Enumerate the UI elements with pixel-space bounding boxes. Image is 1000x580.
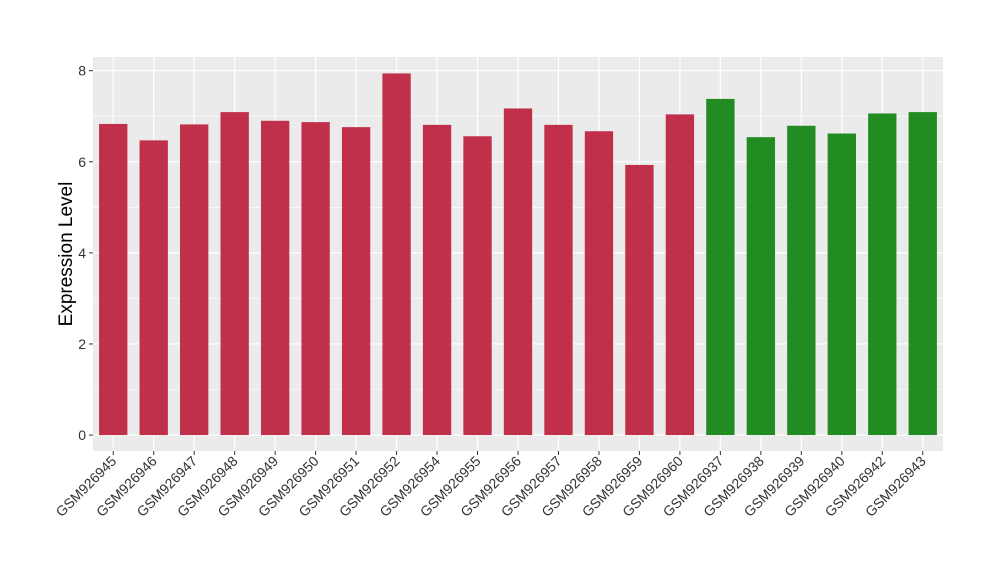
bar-GSM926937: [706, 98, 735, 436]
y-tick-label: 2: [78, 336, 86, 352]
bar-GSM926942: [868, 113, 897, 436]
bar-GSM926940: [827, 133, 856, 436]
bar-GSM926958: [584, 131, 614, 436]
bar-GSM926945: [99, 123, 128, 436]
bar-GSM926939: [787, 125, 816, 436]
y-axis: 0 2 4 6 8: [78, 63, 93, 443]
bar-GSM926943: [908, 112, 937, 436]
bar-GSM926956: [503, 108, 533, 436]
y-tick-label: 6: [78, 154, 86, 170]
bar-GSM926959: [625, 164, 654, 436]
bar-GSM926957: [544, 124, 573, 436]
x-axis: GSM926945GSM926946GSM926947GSM926948GSM9…: [52, 451, 929, 520]
bar-GSM926950: [301, 122, 330, 436]
bar-GSM926951: [341, 127, 371, 436]
y-tick-label: 4: [78, 245, 86, 261]
bar-GSM926947: [180, 124, 209, 436]
bar-GSM926960: [665, 114, 695, 436]
bar-GSM926952: [382, 73, 411, 436]
bar-GSM926938: [746, 137, 776, 436]
bar-GSM926949: [260, 120, 290, 436]
bar-GSM926954: [422, 124, 452, 436]
bars: [99, 73, 937, 436]
y-axis-title: Expression Level: [56, 182, 77, 327]
bar-GSM926948: [220, 112, 249, 436]
y-tick-label: 0: [78, 427, 86, 443]
bar-GSM926955: [463, 136, 492, 436]
y-tick-label: 8: [78, 63, 86, 79]
bar-GSM926946: [139, 140, 168, 436]
